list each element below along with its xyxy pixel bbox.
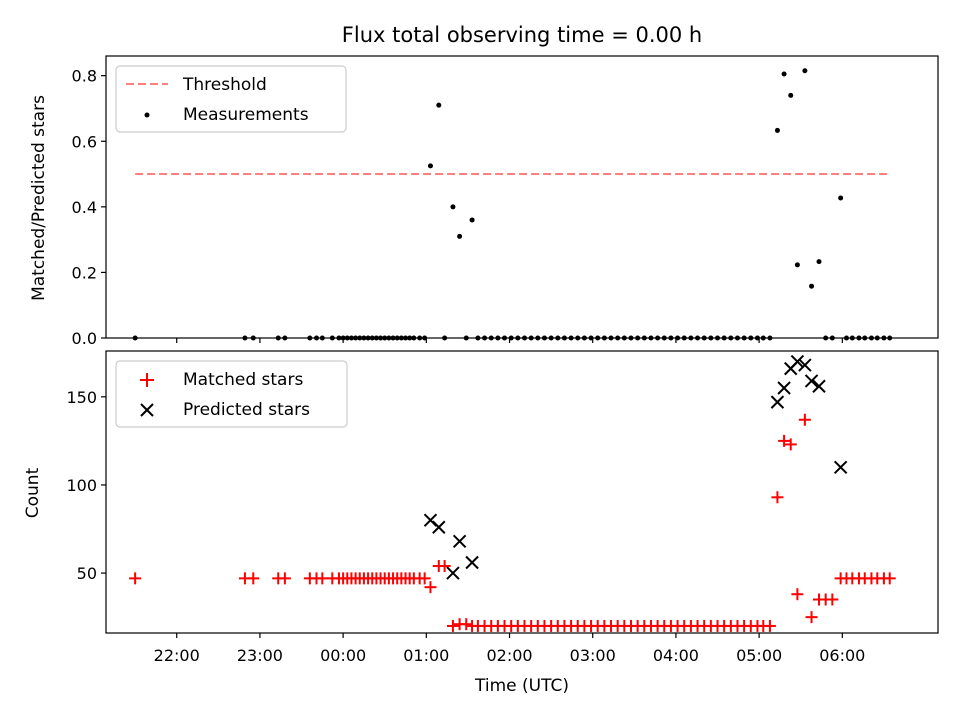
predicted-point: [804, 374, 819, 388]
predicted-point: [812, 379, 826, 393]
chart-title: Flux total observing time = 0.00 h: [342, 23, 702, 47]
x-tick-label: 06:00: [819, 646, 865, 665]
top-plot-frame: [105, 55, 939, 339]
matched-point: [784, 438, 797, 451]
top-y-ticks: 0.0 0.2 0.4 0.6 0.8: [72, 67, 106, 348]
x-tick-label: 03:00: [570, 646, 616, 665]
x-tick-label: 01:00: [403, 646, 449, 665]
x-tick-label: 22:00: [154, 646, 200, 665]
measurement-point: [436, 102, 442, 108]
predicted-point: [465, 555, 479, 570]
bottom-legend: Matched stars Predicted stars: [115, 360, 348, 428]
bottom-y-tick-label: 150: [66, 388, 97, 407]
matched-point: [778, 434, 791, 447]
top-panel: 0.00.20.40.60.8 Matched/Predicted stars …: [29, 55, 939, 348]
legend-measurements-label: Measurements: [183, 105, 309, 125]
predicted-point: [833, 460, 848, 475]
top-x-ticks: [176, 338, 843, 343]
matched-point: [247, 572, 260, 585]
x-tick-label: 00:00: [320, 646, 366, 665]
top-legend: Threshold Measurements: [115, 65, 347, 133]
bottom-legend-box: [115, 360, 348, 428]
x-axis-label: Time (UTC): [474, 676, 569, 696]
legend-predicted-swatch: [140, 403, 154, 417]
top-y-axis-label: Matched/Predicted stars: [29, 95, 49, 301]
x-tick-label: 04:00: [653, 646, 699, 665]
predicted-point: [777, 381, 791, 395]
top-legend-box: [115, 65, 347, 133]
measurement-point: [794, 262, 800, 268]
measurement-point: [774, 127, 780, 133]
bottom-plot-frame: [105, 350, 939, 634]
predicted-point: [432, 520, 446, 534]
measurement-point: [809, 283, 815, 289]
measurement-point: [802, 68, 808, 74]
bottom-x-ticks: 22:00 23:00 00:00 01:00 02:00 03:00 04:00 05:00…: [154, 633, 865, 665]
bottom-y-axis-label: Count: [23, 467, 43, 518]
legend-threshold-label: Threshold: [182, 75, 267, 95]
matched-point: [771, 491, 784, 504]
matched-point: [763, 619, 776, 632]
measurement-point: [450, 204, 456, 210]
top-y-tick-label: 0.8: [72, 67, 97, 86]
top-y-tick-label: 0.0: [72, 329, 97, 348]
x-tick-label: 02:00: [486, 646, 532, 665]
matched-point: [805, 611, 818, 624]
bottom-plot-marks: [129, 354, 896, 632]
legend-matched-label: Matched stars: [183, 370, 303, 390]
x-tick-label: 05:00: [736, 646, 782, 665]
matched-point: [129, 572, 142, 585]
x-tick-label: 23:00: [237, 646, 283, 665]
top-y-tick-label: 0.6: [72, 132, 97, 151]
legend-measurements-swatch: [144, 112, 150, 118]
measurement-point: [816, 259, 822, 265]
legend-predicted-label: Predicted stars: [183, 400, 310, 420]
series-predicted-stars: [423, 354, 848, 580]
measurement-point: [457, 233, 463, 239]
matched-point: [791, 588, 804, 601]
measurement-point: [788, 92, 794, 98]
matched-point: [460, 618, 473, 631]
predicted-point: [770, 395, 785, 409]
bottom-panel: 50 100 150 22:00 23:00 00:00 01:00 02:00 03:00 0…: [23, 350, 939, 696]
matched-point: [446, 619, 459, 632]
series-matched-stars: [129, 413, 896, 632]
measurement-point: [469, 217, 475, 223]
matched-point: [418, 572, 431, 585]
matched-point: [424, 581, 437, 594]
top-y-tick-label: 0.2: [72, 263, 97, 282]
matched-point: [883, 572, 896, 585]
predicted-point: [452, 534, 467, 549]
bottom-y-ticks: 50 100 150: [66, 388, 106, 583]
predicted-point: [798, 358, 812, 372]
bottom-y-tick-label: 100: [66, 476, 97, 495]
measurement-point: [781, 71, 787, 77]
matched-point: [438, 560, 451, 573]
predicted-point: [790, 354, 805, 369]
top-y-tick-label: 0.4: [72, 198, 97, 217]
legend-matched-swatch: [140, 373, 154, 387]
predicted-point: [446, 566, 460, 580]
measurement-point: [838, 195, 844, 201]
measurement-point: [427, 163, 433, 169]
matched-point: [826, 593, 839, 606]
matched-point: [278, 572, 291, 585]
matched-point: [798, 413, 811, 426]
bottom-y-tick-label: 50: [77, 564, 97, 583]
